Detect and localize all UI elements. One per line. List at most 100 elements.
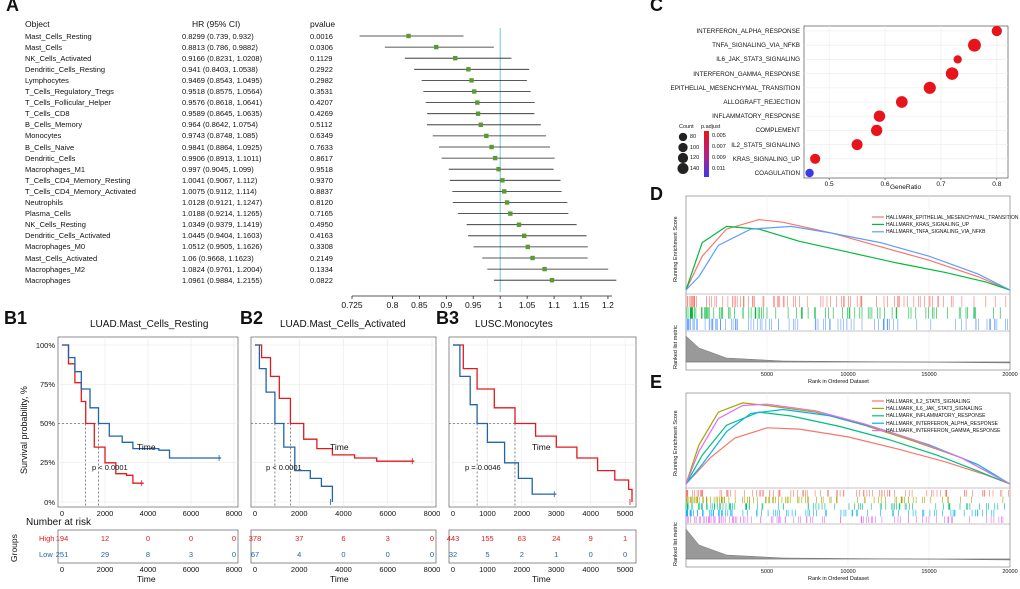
km-b2-risk-value: 4 (297, 549, 302, 559)
forest-hr-box (484, 133, 489, 139)
gsea-d-es-curve (685, 218, 1011, 291)
gsea-e-legend-label: HALLMARK_IL6_JAK_STAT3_SIGNALING (886, 405, 983, 412)
km-b3-curve-low (453, 344, 557, 495)
km-b2-risk-x-tick-label: 6000 (379, 565, 397, 574)
forest-header-pvalue: pvalue (310, 19, 336, 29)
km-b1-y-tick-label: 100% (35, 340, 55, 350)
gsea-e-legend-label: HALLMARK_INTERFERON_GAMMA_RESPONSE (886, 428, 1001, 435)
km-b3-risk-x-tick-label: 0 (450, 565, 456, 574)
forest-x-tick-label: 1.1 (548, 300, 560, 310)
km-b2-pvalue: p < 0.0001 (266, 463, 302, 472)
gsea-d-x-tick-label: 10000 (840, 372, 856, 378)
gsea-e-hit-barcode (686, 496, 1004, 504)
forest-row-hr: 1.0041 (0.9067, 1.112) (182, 175, 258, 185)
dot-term-point (968, 38, 981, 52)
forest-row-hr: 1.0512 (0.9505, 1.1626) (182, 242, 263, 252)
km-b2-risk-value: 0 (341, 549, 346, 559)
dot-legend-padj-label: 0.005 (712, 132, 726, 139)
gsea-e-es-curve (685, 402, 1011, 485)
dot-legend-size-circle (677, 152, 689, 164)
dot-x-tick-label: 0.5 (824, 181, 834, 188)
forest-hr-box (542, 266, 547, 272)
km-b3-risk-x-tick-label: 2000 (513, 565, 531, 574)
forest-row-pvalue: 0.1129 (310, 53, 333, 63)
km-b1-risk-value: 194 (55, 533, 69, 543)
gsea-e-ylabel: Running Enrichment Score (673, 410, 679, 476)
forest-row-hr: 0.9469 (0.8543, 1.0495) (182, 75, 263, 85)
km-b2-risk-value: 0 (385, 549, 390, 559)
panel-label-e: E (650, 372, 663, 392)
forest-row-pvalue: 0.0016 (310, 31, 333, 41)
km-b3-risk-value: 1 (623, 533, 628, 543)
km-b3-risk-x-tick-label: 1000 (479, 565, 496, 574)
km-b2-risk-x-tick-label: 2000 (290, 565, 308, 574)
forest-row-name: T_Cells_CD8 (25, 109, 70, 119)
forest-row-hr: 0.9841 (0.8864, 1.0925) (182, 142, 263, 152)
km-b3-risk-frame (448, 529, 637, 564)
dot-term-label: EPITHELIAL_MESENCHYMAL_TRANSITION (670, 84, 800, 92)
dot-term-point (805, 168, 814, 178)
panel-label-b2: B2 (240, 308, 264, 328)
gsea-d-legend-label: HALLMARK_KRAS_SIGNALING_UP (886, 221, 970, 228)
km-b1-risk-value: 0 (145, 533, 151, 543)
forest-row-hr: 0.997 (0.9045, 1.099) (182, 164, 254, 174)
forest-x-tick-label: 0.8 (386, 300, 399, 310)
km-b2-risk-x-tick-label: 4000 (335, 565, 352, 574)
forest-row-hr: 1.0445 (0.9404, 1.1603) (182, 231, 263, 241)
dot-legend-padj-label: 0.011 (712, 165, 726, 172)
km-b3-x-tick-label: 5000 (616, 509, 634, 518)
gsea-d-hit-barcode (686, 307, 1001, 319)
km-b3-pvalue: p = 0.0046 (465, 463, 501, 472)
dot-x-tick-label: 0.6 (880, 181, 890, 188)
forest-row-name: T_Cells_Follicular_Helper (25, 98, 111, 108)
km-b3-risk-value: 9 (588, 533, 593, 543)
dot-legend-size-label: 80 (690, 134, 697, 140)
dot-term-label: COMPLEMENT (755, 127, 800, 135)
forest-row-pvalue: 0.4269 (310, 109, 333, 119)
gsea-d-legend-label: HALLMARK_EPITHELIAL_MESENCHYMAL_TRANSITI… (886, 214, 1019, 221)
forest-row-name: B_Cells_Memory (25, 120, 83, 130)
km-b1-x-tick-label: 8000 (225, 509, 243, 518)
km-risk-title: Number at risk (26, 517, 92, 528)
gsea-e-hit-barcode (685, 490, 1009, 497)
gsea-e-legend-label: HALLMARK_INTERFERON_ALPHA_RESPONSE (886, 420, 998, 427)
km-b2-x-tick-label: 8000 (423, 509, 441, 518)
km-b2-risk-value: 0 (429, 533, 435, 543)
km-b2-risk-xlabel: Time (330, 574, 349, 584)
forest-row-pvalue: 0.1334 (310, 264, 333, 274)
gsea-d-es-curve (685, 225, 1011, 291)
forest-hr-box (406, 33, 411, 39)
forest-hr-box (516, 222, 522, 227)
km-b1-x-tick-label: 4000 (139, 509, 157, 518)
forest-hr-box (475, 111, 481, 116)
forest-row-name: B_Cells_Naive (25, 142, 75, 152)
km-b1-x-tick-label: 2000 (96, 509, 114, 518)
km-b1-risk-frame (57, 529, 239, 564)
km-b1-risk-x-tick-label: 8000 (225, 565, 243, 574)
km-b1-y-tick-label: 25% (39, 458, 55, 468)
km-b1-risk-value: 29 (100, 549, 110, 559)
dot-term-point (953, 55, 962, 64)
forest-row-name: T_Cells_CD4_Memory_Activated (25, 186, 136, 196)
forest-row-name: Mast_Cells_Activated (25, 253, 98, 263)
forest-hr-box (472, 89, 477, 94)
forest-hr-box (502, 189, 507, 194)
gsea-d-x-tick-label: 15000 (921, 372, 937, 378)
forest-row-hr: 1.06 (0.9668, 1.1623) (182, 253, 254, 263)
km-b1-curve-low (62, 344, 222, 459)
dot-legend-size-circle (678, 142, 688, 153)
gsea-e-x-tick-label: 10000 (840, 569, 856, 575)
forest-hr-box (489, 144, 494, 150)
gsea-e-x-tick-label: 20000 (1002, 569, 1018, 575)
panel-label-b3: B3 (436, 308, 460, 328)
km-b2-curve-high (255, 344, 415, 462)
km-b3-risk-xlabel: Time (532, 574, 551, 584)
km-b2-risk-value: 378 (248, 533, 262, 543)
forest-row-hr: 0.964 (0.8642, 1.0754) (182, 120, 258, 130)
km-b1-risk-value: 251 (55, 549, 69, 559)
km-b1-title: LUAD.Mast_Cells_Resting (90, 319, 209, 330)
forest-row-pvalue: 0.7165 (310, 209, 333, 219)
dot-term-point (810, 153, 821, 164)
gsea-e-x-tick-label: 5000 (760, 569, 774, 575)
